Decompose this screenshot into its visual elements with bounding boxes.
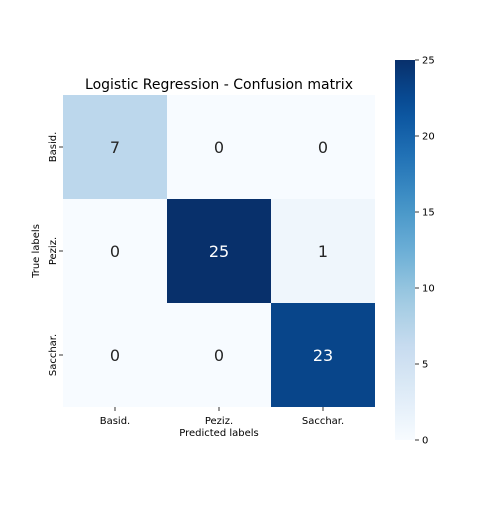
heatmap-cell (271, 95, 375, 199)
heatmap-cell (167, 95, 271, 199)
cell-value-label: 0 (110, 346, 120, 365)
y-axis-ticks: Basid. Peziz. Sacchar. (48, 132, 63, 376)
colorbar-tick-label: 20 (422, 132, 435, 143)
x-tick-label: Basid. (100, 416, 131, 427)
x-tick-label: Sacchar. (302, 416, 344, 427)
cell-value-label: 7 (110, 138, 120, 157)
heatmap-cell (167, 303, 271, 407)
colorbar-tick-label: 15 (422, 208, 435, 219)
cell-value-label: 0 (214, 346, 224, 365)
heatmap-cell (63, 95, 167, 199)
heatmap-cell (271, 199, 375, 303)
colorbar-tick-label: 10 (422, 284, 435, 295)
colorbar-ticks: 0 5 10 15 20 25 (415, 56, 435, 447)
heatmap-cell (167, 199, 271, 303)
cell-value-label: 0 (318, 138, 328, 157)
cell-value-label: 0 (110, 242, 120, 261)
y-tick-label: Basid. (48, 132, 59, 163)
heatmap-annotations: 7 0 0 0 25 1 0 0 23 (110, 138, 333, 365)
colorbar-tick-label: 0 (422, 436, 428, 447)
x-axis-label: Predicted labels (179, 428, 259, 439)
cell-value-label: 0 (214, 138, 224, 157)
colorbar (395, 60, 415, 440)
cell-value-label: 1 (318, 242, 328, 261)
x-axis-ticks: Basid. Peziz. Sacchar. (100, 407, 344, 427)
y-axis-label: True labels (31, 224, 42, 279)
x-tick-label: Peziz. (205, 416, 233, 427)
colorbar-tick-label: 5 (422, 360, 428, 371)
heatmap-cell (63, 303, 167, 407)
y-tick-label: Sacchar. (48, 334, 59, 376)
heatmap-cell (63, 199, 167, 303)
colorbar-tick-label: 25 (422, 56, 435, 67)
cell-value-label: 25 (209, 242, 229, 261)
chart-title: Logistic Regression - Confusion matrix (85, 77, 353, 93)
heatmap-cells (63, 95, 375, 407)
cell-value-label: 23 (313, 346, 333, 365)
heatmap-cell (271, 303, 375, 407)
y-tick-label: Peziz. (48, 237, 59, 265)
